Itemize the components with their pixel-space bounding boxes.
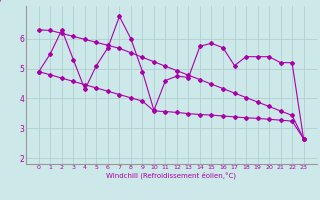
X-axis label: Windchill (Refroidissement éolien,°C): Windchill (Refroidissement éolien,°C) <box>106 172 236 179</box>
Text: 7: 7 <box>0 0 2 4</box>
